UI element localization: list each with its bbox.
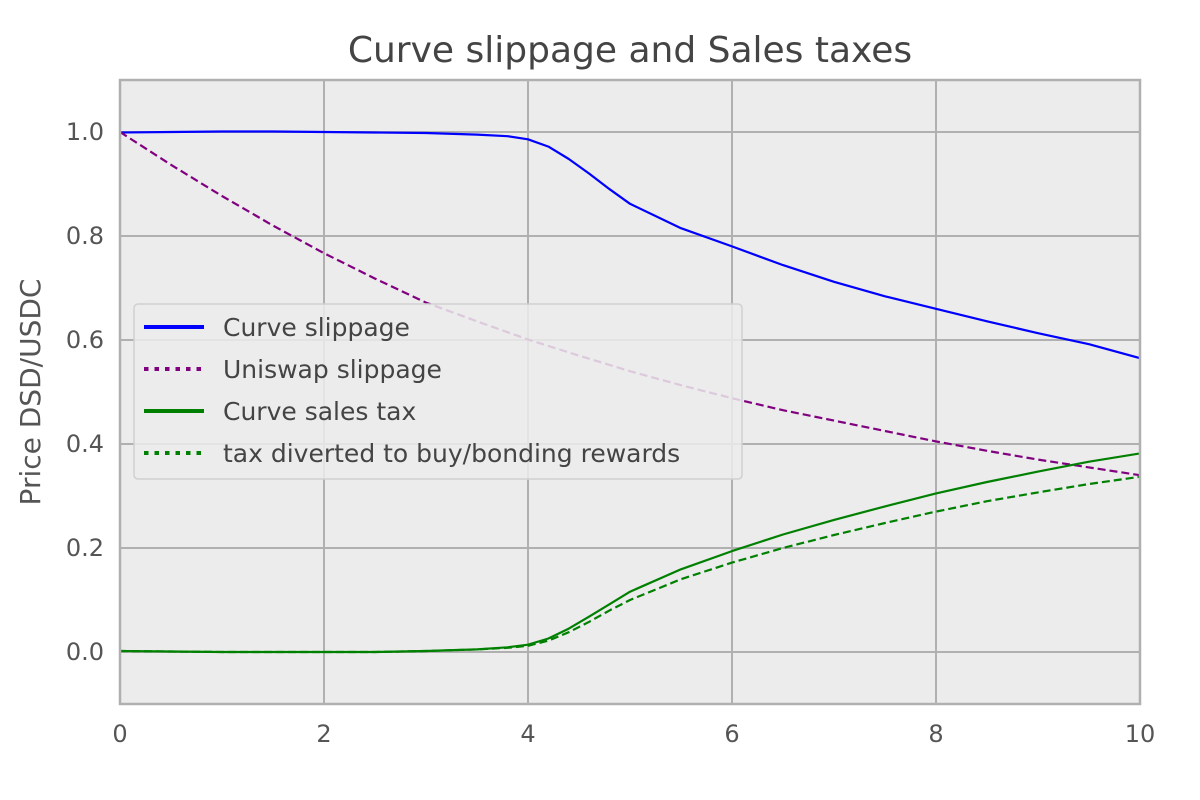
legend-label: Curve sales tax [223,397,416,426]
legend-label: Uniswap slippage [223,355,442,384]
legend-box [133,303,743,480]
y-axis-label: Price DSD/USDC [14,279,47,506]
x-tick-label: 8 [928,720,943,748]
legend-label: tax diverted to buy/bonding rewards [223,439,680,468]
y-tick-label: 0.6 [66,326,104,354]
plot-frame [118,78,1142,706]
legend: Curve slippage Uniswap slippage Curve sale… [133,303,743,480]
y-tick-label: 0.4 [66,430,104,458]
y-tick-label: 0.8 [66,222,104,250]
y-tick-label: 0.0 [66,638,104,666]
series-line-1 [120,130,1140,360]
x-tick-label: 2 [316,720,331,748]
series-line-4 [120,475,1140,654]
y-tick-label: 1.0 [66,118,104,146]
x-tick-label: 10 [1125,720,1156,748]
x-tick-label: 4 [520,720,535,748]
y-tick-label: 0.2 [66,534,104,562]
legend-label: Curve slippage [223,313,410,342]
chart-title: Curve slippage and Sales taxes [348,30,912,71]
x-tick-label: 0 [112,720,127,748]
x-tick-label: 6 [724,720,739,748]
